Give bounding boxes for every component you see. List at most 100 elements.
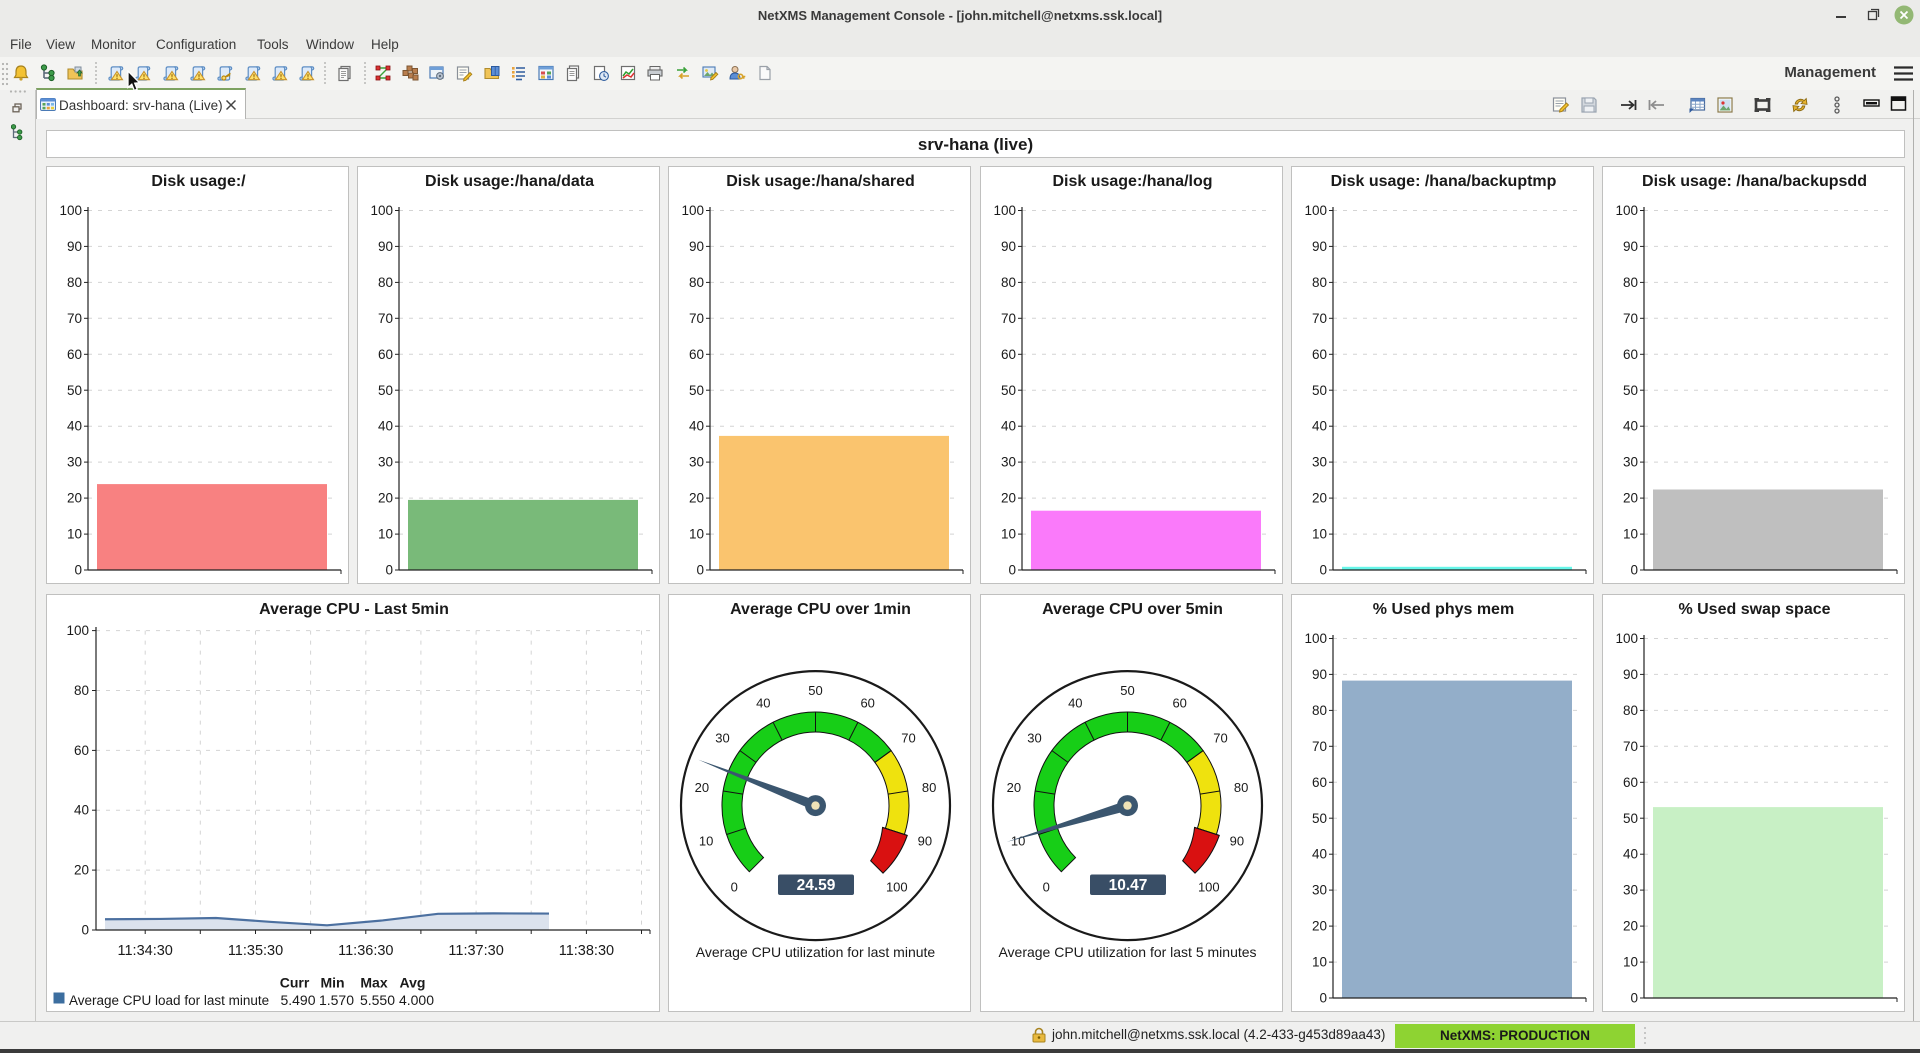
svg-text:0: 0 bbox=[1043, 879, 1050, 894]
svg-text:20: 20 bbox=[378, 491, 393, 506]
svg-text:30: 30 bbox=[1001, 455, 1016, 470]
svg-text:60: 60 bbox=[860, 696, 874, 711]
svg-text:Disk usage:/hana/shared: Disk usage:/hana/shared bbox=[726, 173, 915, 190]
svg-text:Avg: Avg bbox=[400, 975, 426, 991]
svg-text:50: 50 bbox=[1120, 683, 1134, 698]
svg-text:60: 60 bbox=[67, 347, 82, 362]
svg-text:50: 50 bbox=[1623, 811, 1638, 826]
svg-text:60: 60 bbox=[1172, 696, 1186, 711]
svg-text:0: 0 bbox=[1319, 991, 1327, 1006]
svg-text:90: 90 bbox=[378, 239, 393, 254]
svg-text:90: 90 bbox=[689, 239, 704, 254]
svg-text:30: 30 bbox=[1623, 455, 1638, 470]
svg-text:80: 80 bbox=[922, 780, 936, 795]
svg-text:100: 100 bbox=[993, 203, 1016, 218]
svg-text:0: 0 bbox=[1630, 991, 1638, 1006]
svg-text:100: 100 bbox=[66, 623, 89, 638]
svg-text:20: 20 bbox=[1623, 491, 1638, 506]
svg-text:Curr: Curr bbox=[280, 975, 310, 991]
svg-text:70: 70 bbox=[1623, 311, 1638, 326]
svg-text:4.000: 4.000 bbox=[399, 992, 434, 1008]
svg-text:20: 20 bbox=[74, 863, 89, 878]
svg-text:80: 80 bbox=[74, 683, 89, 698]
svg-text:70: 70 bbox=[1312, 311, 1327, 326]
svg-text:Disk usage:/hana/log: Disk usage:/hana/log bbox=[1052, 173, 1212, 190]
svg-text:Disk usage: /hana/backupsdd: Disk usage: /hana/backupsdd bbox=[1642, 173, 1867, 190]
svg-text:70: 70 bbox=[1312, 739, 1327, 754]
svg-text:30: 30 bbox=[1623, 883, 1638, 898]
svg-text:50: 50 bbox=[378, 383, 393, 398]
svg-text:40: 40 bbox=[1312, 847, 1327, 862]
svg-text:60: 60 bbox=[378, 347, 393, 362]
svg-text:10: 10 bbox=[1312, 527, 1327, 542]
svg-text:100: 100 bbox=[1304, 631, 1327, 646]
svg-text:60: 60 bbox=[1001, 347, 1016, 362]
svg-text:30: 30 bbox=[1027, 731, 1041, 746]
svg-text:100: 100 bbox=[1198, 879, 1220, 894]
svg-text:50: 50 bbox=[1623, 383, 1638, 398]
svg-text:0: 0 bbox=[1008, 563, 1016, 578]
svg-text:100: 100 bbox=[1615, 631, 1638, 646]
svg-text:20: 20 bbox=[67, 491, 82, 506]
svg-text:40: 40 bbox=[1623, 419, 1638, 434]
svg-text:90: 90 bbox=[67, 239, 82, 254]
svg-text:Disk usage:/hana/data: Disk usage:/hana/data bbox=[425, 173, 594, 190]
svg-text:80: 80 bbox=[1001, 275, 1016, 290]
svg-text:10: 10 bbox=[67, 527, 82, 542]
svg-text:30: 30 bbox=[715, 731, 729, 746]
svg-text:0: 0 bbox=[385, 563, 393, 578]
svg-text:30: 30 bbox=[1312, 883, 1327, 898]
svg-text:20: 20 bbox=[1007, 780, 1021, 795]
svg-text:60: 60 bbox=[74, 743, 89, 758]
svg-text:0: 0 bbox=[81, 923, 89, 938]
svg-text:0: 0 bbox=[696, 563, 704, 578]
svg-text:80: 80 bbox=[1623, 703, 1638, 718]
svg-text:11:37:30: 11:37:30 bbox=[448, 943, 503, 959]
svg-text:20: 20 bbox=[1001, 491, 1016, 506]
svg-text:90: 90 bbox=[1312, 239, 1327, 254]
svg-text:11:38:30: 11:38:30 bbox=[559, 943, 614, 959]
svg-text:80: 80 bbox=[1234, 780, 1248, 795]
svg-text:70: 70 bbox=[689, 311, 704, 326]
svg-text:50: 50 bbox=[689, 383, 704, 398]
svg-text:0: 0 bbox=[1630, 563, 1638, 578]
svg-text:80: 80 bbox=[689, 275, 704, 290]
svg-text:70: 70 bbox=[1623, 739, 1638, 754]
svg-text:Disk usage: /hana/backuptmp: Disk usage: /hana/backuptmp bbox=[1331, 173, 1557, 190]
svg-text:0: 0 bbox=[731, 879, 738, 894]
svg-text:20: 20 bbox=[1623, 919, 1638, 934]
svg-text:30: 30 bbox=[67, 455, 82, 470]
svg-text:Max: Max bbox=[360, 975, 387, 991]
svg-text:90: 90 bbox=[1001, 239, 1016, 254]
svg-text:80: 80 bbox=[1312, 275, 1327, 290]
svg-text:10: 10 bbox=[1011, 834, 1025, 849]
svg-text:Average CPU over 5min: Average CPU over 5min bbox=[1042, 601, 1223, 618]
svg-text:90: 90 bbox=[1312, 667, 1327, 682]
svg-text:80: 80 bbox=[1623, 275, 1638, 290]
svg-text:5.490: 5.490 bbox=[280, 992, 315, 1008]
svg-text:70: 70 bbox=[901, 731, 915, 746]
svg-text:60: 60 bbox=[689, 347, 704, 362]
svg-text:10: 10 bbox=[378, 527, 393, 542]
svg-text:80: 80 bbox=[378, 275, 393, 290]
svg-text:% Used swap space: % Used swap space bbox=[1678, 601, 1830, 618]
svg-text:40: 40 bbox=[689, 419, 704, 434]
svg-text:100: 100 bbox=[886, 879, 908, 894]
svg-text:10: 10 bbox=[689, 527, 704, 542]
svg-text:100: 100 bbox=[370, 203, 393, 218]
svg-text:Disk usage:/: Disk usage:/ bbox=[151, 173, 246, 190]
svg-text:100: 100 bbox=[59, 203, 82, 218]
svg-text:50: 50 bbox=[808, 683, 822, 698]
svg-text:40: 40 bbox=[1312, 419, 1327, 434]
svg-text:Average CPU - Last 5min: Average CPU - Last 5min bbox=[259, 601, 449, 618]
svg-text:40: 40 bbox=[1001, 419, 1016, 434]
svg-text:30: 30 bbox=[689, 455, 704, 470]
svg-text:Average CPU over 1min: Average CPU over 1min bbox=[730, 601, 911, 618]
svg-text:11:36:30: 11:36:30 bbox=[338, 943, 393, 959]
svg-text:40: 40 bbox=[1068, 696, 1082, 711]
svg-text:60: 60 bbox=[1312, 347, 1327, 362]
svg-text:70: 70 bbox=[1213, 731, 1227, 746]
svg-text:60: 60 bbox=[1623, 775, 1638, 790]
svg-text:0: 0 bbox=[1319, 563, 1327, 578]
svg-text:24.59: 24.59 bbox=[797, 877, 836, 894]
